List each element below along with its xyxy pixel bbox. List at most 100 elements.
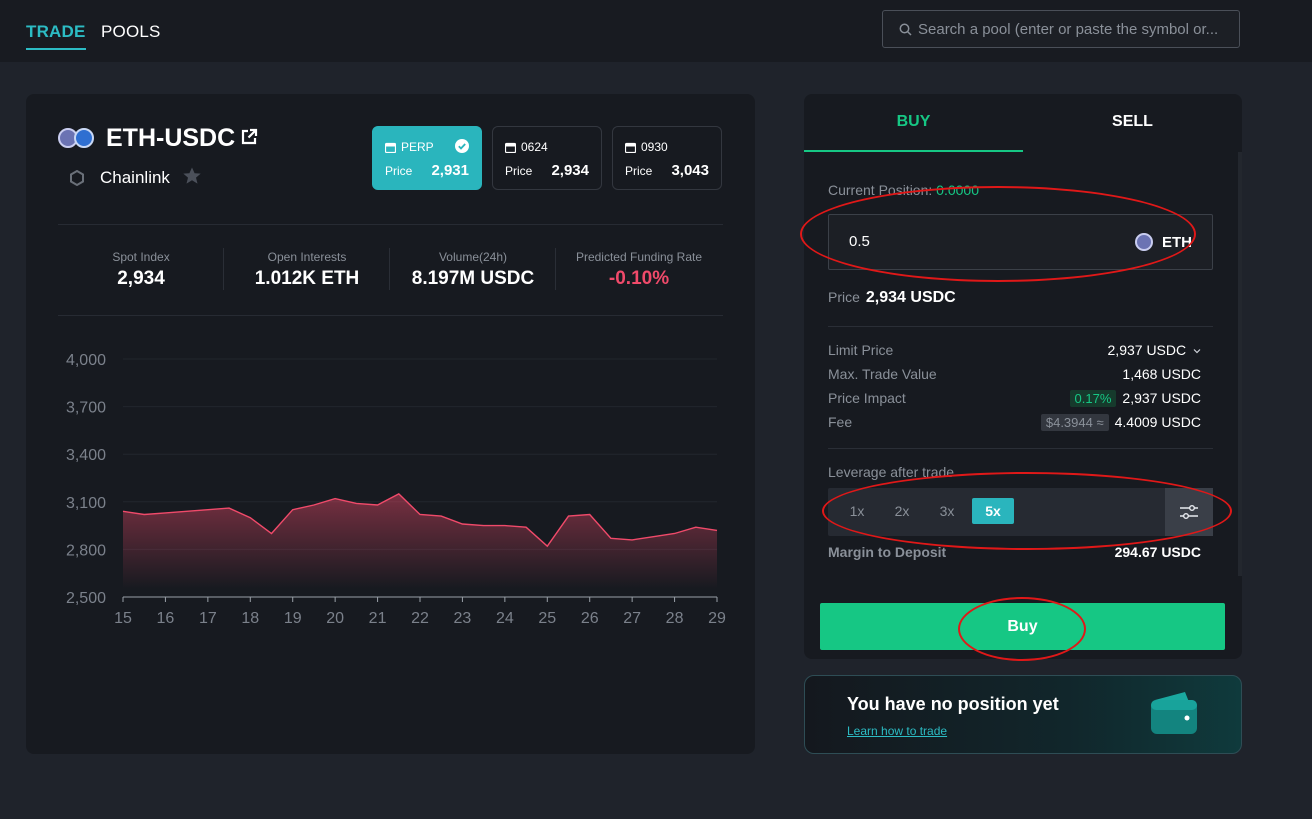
chainlink-icon bbox=[70, 170, 84, 186]
market-price-label: Price bbox=[385, 164, 413, 178]
x-tick-label: 20 bbox=[326, 610, 344, 627]
divider bbox=[389, 248, 390, 290]
leverage-selector: 1x 2x 3x 5x bbox=[828, 488, 1213, 536]
x-tick-label: 17 bbox=[199, 610, 217, 627]
price-impact-value: 2,937 USDC bbox=[1122, 390, 1201, 406]
row-value: $4.3944 ≈ 4.4009 USDC bbox=[1040, 414, 1201, 431]
favorite-star-icon[interactable] bbox=[182, 166, 202, 186]
amount-unit: ETH bbox=[1135, 233, 1192, 251]
market-card-0624[interactable]: 0624 Price 2,934 bbox=[492, 126, 602, 190]
stat-funding-rate: Predicted Funding Rate -0.10% bbox=[556, 250, 722, 290]
divider bbox=[58, 224, 723, 225]
amount-input[interactable] bbox=[849, 233, 1049, 250]
tab-pools[interactable]: POOLS bbox=[101, 22, 161, 41]
fee-value: 4.4009 USDC bbox=[1114, 414, 1201, 430]
market-card-perp[interactable]: PERP Price 2,931 bbox=[372, 126, 482, 190]
trade-panel: BUY SELL Current Position: 0.0000 ETH Pr… bbox=[804, 94, 1242, 659]
stat-spot-index: Spot Index 2,934 bbox=[58, 250, 224, 290]
leverage-settings-button[interactable] bbox=[1165, 488, 1213, 536]
price-chart: 4,000 3,700 3,400 3,100 2,800 2,500 15 16 17 18 1… bbox=[66, 352, 726, 627]
divider bbox=[828, 326, 1213, 327]
stat-label: Volume(24h) bbox=[438, 250, 508, 264]
tab-sell[interactable]: SELL bbox=[1112, 113, 1153, 130]
stat-value: -0.10% bbox=[608, 268, 670, 289]
y-tick-label: 2,800 bbox=[66, 542, 106, 559]
oracle-name: Chainlink bbox=[100, 168, 170, 187]
leverage-option-2x[interactable]: 2x bbox=[894, 503, 910, 519]
market-price: 2,931 bbox=[431, 162, 469, 179]
x-tick-label: 25 bbox=[538, 610, 556, 627]
tab-trade[interactable]: TRADE bbox=[26, 22, 86, 50]
learn-trade-link[interactable]: Learn how to trade bbox=[847, 724, 948, 738]
market-price-label: Price bbox=[625, 164, 653, 178]
market-price: 3,043 bbox=[671, 162, 709, 179]
calendar-icon bbox=[385, 142, 396, 153]
limit-price-value: 2,937 USDC bbox=[1107, 342, 1187, 358]
usdc-coin-icon bbox=[74, 128, 94, 148]
scrollbar[interactable] bbox=[1238, 152, 1242, 576]
sliders-icon bbox=[1180, 505, 1198, 519]
current-position-value: 0.0000 bbox=[936, 182, 979, 198]
limit-price-row[interactable]: Limit Price 2,937 USDC bbox=[828, 342, 1201, 362]
eth-coin-icon bbox=[1135, 233, 1153, 251]
row-label: Price Impact bbox=[828, 390, 906, 406]
max-trade-value-row: Max. Trade Value 1,468 USDC bbox=[828, 366, 1201, 386]
x-tick-label: 24 bbox=[496, 610, 514, 627]
leverage-label: Leverage after trade bbox=[828, 464, 955, 480]
x-tick-label: 28 bbox=[666, 610, 684, 627]
search-placeholder: Search a pool (enter or paste the symbol… bbox=[918, 20, 1219, 38]
market-card-header: PERP bbox=[385, 140, 434, 154]
tab-buy[interactable]: BUY bbox=[804, 94, 1023, 152]
stat-value: 2,934 bbox=[117, 268, 165, 289]
leverage-option-5x[interactable]: 5x bbox=[972, 498, 1014, 524]
chevron-down-icon[interactable] bbox=[1193, 347, 1201, 355]
leverage-option-1x[interactable]: 1x bbox=[849, 503, 865, 519]
market-panel: ETH-USDC Chainlink PERP Price 2,931 0624… bbox=[26, 94, 755, 754]
price-line-series bbox=[122, 493, 718, 548]
buy-button[interactable]: Buy bbox=[820, 603, 1225, 650]
market-price: 2,934 bbox=[551, 162, 589, 179]
amount-field[interactable]: ETH bbox=[828, 214, 1213, 270]
row-value: 2,937 USDC bbox=[1108, 342, 1201, 358]
y-tick-label: 3,400 bbox=[66, 447, 106, 464]
stat-value: 8.197M USDC bbox=[411, 268, 535, 289]
current-position-label: Current Position: bbox=[828, 182, 933, 198]
current-position: Current Position: 0.0000 bbox=[828, 182, 979, 198]
leverage-option-3x[interactable]: 3x bbox=[939, 503, 955, 519]
divider bbox=[223, 248, 224, 290]
stat-label: Open Interests bbox=[267, 250, 347, 264]
row-value: 1,468 USDC bbox=[1122, 366, 1201, 382]
x-tick-label: 27 bbox=[623, 610, 641, 627]
stat-value: 1.012K ETH bbox=[254, 268, 360, 289]
x-tick-label: 21 bbox=[369, 610, 387, 627]
y-tick-label: 4,000 bbox=[66, 352, 106, 369]
pair-icons bbox=[58, 128, 96, 150]
promo-title: You have no position yet bbox=[847, 694, 1059, 714]
fee-row: Fee $4.3944 ≈ 4.4009 USDC bbox=[828, 414, 1201, 434]
stat-open-interests: Open Interests 1.012K ETH bbox=[224, 250, 390, 290]
price-label: Price bbox=[828, 289, 860, 305]
search-icon bbox=[899, 23, 912, 36]
market-name: 0930 bbox=[641, 140, 668, 154]
fee-usd-badge: $4.3944 ≈ bbox=[1040, 414, 1109, 431]
y-tick-label: 3,100 bbox=[66, 495, 106, 512]
x-tick-label: 26 bbox=[581, 610, 599, 627]
amount-unit-label: ETH bbox=[1162, 233, 1192, 251]
margin-label: Margin to Deposit bbox=[828, 544, 947, 560]
y-tick-label: 2,500 bbox=[66, 590, 106, 607]
market-name: PERP bbox=[401, 140, 434, 154]
external-link-icon[interactable] bbox=[240, 128, 258, 146]
top-nav-bar: TRADE POOLS Search a pool (enter or past… bbox=[0, 0, 1312, 62]
market-price-label: Price bbox=[505, 164, 533, 178]
row-label: Fee bbox=[828, 414, 853, 430]
calendar-icon bbox=[505, 142, 516, 153]
divider bbox=[555, 248, 556, 290]
divider bbox=[58, 315, 723, 316]
price-impact-badge: 0.17% bbox=[1069, 390, 1117, 407]
market-card-0930[interactable]: 0930 Price 3,043 bbox=[612, 126, 722, 190]
no-position-banner: You have no position yet Learn how to tr… bbox=[804, 675, 1242, 754]
wallet-icon bbox=[1151, 692, 1197, 734]
pool-search-input[interactable]: Search a pool (enter or paste the symbol… bbox=[882, 10, 1240, 48]
x-tick-label: 22 bbox=[411, 610, 429, 627]
x-tick-label: 16 bbox=[157, 610, 175, 627]
